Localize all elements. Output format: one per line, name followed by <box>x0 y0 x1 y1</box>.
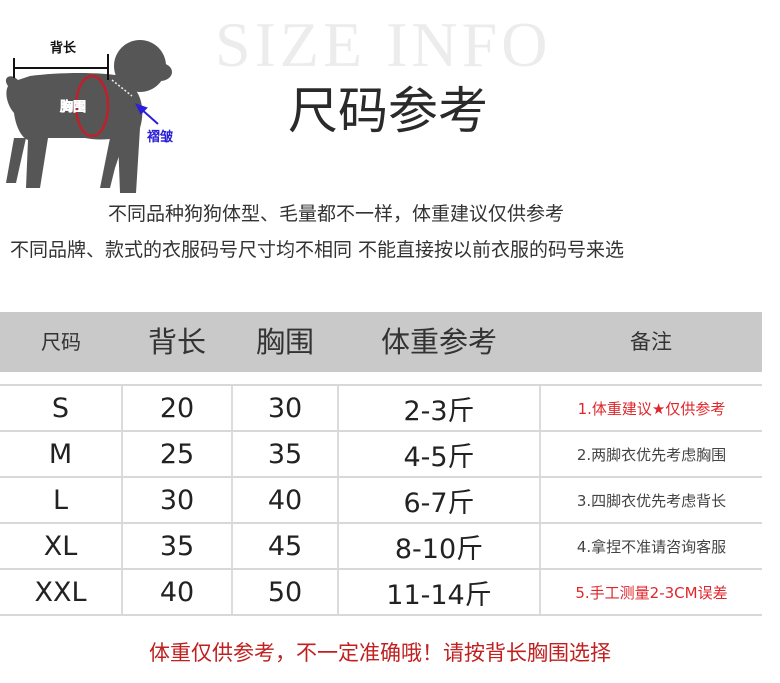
dog-measurement-diagram: 背长 胸围 褶皱 <box>5 40 173 193</box>
back-length-cell: 30 <box>121 476 232 524</box>
note-line-2: 不同品牌、款式的衣服码号尺寸均不相同 不能直接按以前衣服的码号来选 <box>10 239 625 261</box>
weight-cell: 4-5斤 <box>337 430 540 478</box>
collar-line <box>111 79 133 97</box>
note-line-1: 不同品种狗狗体型、毛量都不一样，体重建议仅供参考 <box>108 203 565 225</box>
chest-label: 胸围 <box>60 99 86 115</box>
chest-cell: 35 <box>231 430 338 478</box>
back-length-cell: 35 <box>121 522 232 570</box>
remark-cell: 4.拿捏不准请咨询客服 <box>539 522 762 570</box>
size-cell: S <box>0 384 122 432</box>
weight-cell: 6-7斤 <box>337 476 540 524</box>
header-back-length: 背长 <box>147 325 206 359</box>
chest-cell: 50 <box>231 568 338 616</box>
page-title: 尺码参考 <box>288 82 488 140</box>
chest-circle <box>74 74 110 138</box>
dog-silhouette <box>5 40 172 193</box>
back-length-label: 背长 <box>50 40 77 56</box>
weight-cell: 11-14斤 <box>337 568 540 616</box>
weight-cell: 2-3斤 <box>337 384 540 432</box>
remark-cell: 5.手工测量2-3CM误差 <box>539 568 762 616</box>
back-length-cell: 40 <box>121 568 232 616</box>
table-row: L 30 40 6-7斤 3.四脚衣优先考虑背长 <box>0 476 762 524</box>
size-cell: L <box>0 476 122 524</box>
back-length-marker <box>13 54 109 80</box>
watermark-text: SIZE INFO <box>215 9 552 80</box>
size-cell: M <box>0 430 122 478</box>
chest-cell: 30 <box>231 384 338 432</box>
header-chest: 胸围 <box>255 325 314 359</box>
header-weight: 体重参考 <box>380 325 497 359</box>
chest-cell: 45 <box>231 522 338 570</box>
chest-cell: 40 <box>231 476 338 524</box>
back-length-cell: 25 <box>121 430 232 478</box>
size-table: S 20 30 2-3斤 1.体重建议★仅供参考 M 25 35 4-5斤 2.… <box>0 384 762 616</box>
table-row: XXL 40 50 11-14斤 5.手工测量2-3CM误差 <box>0 568 762 616</box>
size-cell: XL <box>0 522 122 570</box>
footer-note: 体重仅供参考，不一定准确哦！请按背长胸围选择 <box>149 641 611 665</box>
table-row: M 25 35 4-5斤 2.两脚衣优先考虑胸围 <box>0 430 762 478</box>
back-length-cell: 20 <box>121 384 232 432</box>
header-size: 尺码 <box>41 330 81 354</box>
remark-cell: 1.体重建议★仅供参考 <box>539 384 762 432</box>
weight-cell: 8-10斤 <box>337 522 540 570</box>
collar-label: 褶皱 <box>147 129 173 145</box>
table-row: S 20 30 2-3斤 1.体重建议★仅供参考 <box>0 384 762 432</box>
size-cell: XXL <box>0 568 122 616</box>
table-header: 尺码 背长 胸围 体重参考 备注 <box>0 312 762 372</box>
header-remark: 备注 <box>630 330 672 354</box>
remark-cell: 2.两脚衣优先考虑胸围 <box>539 430 762 478</box>
table-row: XL 35 45 8-10斤 4.拿捏不准请咨询客服 <box>0 522 762 570</box>
remark-cell: 3.四脚衣优先考虑背长 <box>539 476 762 524</box>
arrow-icon <box>135 103 159 125</box>
